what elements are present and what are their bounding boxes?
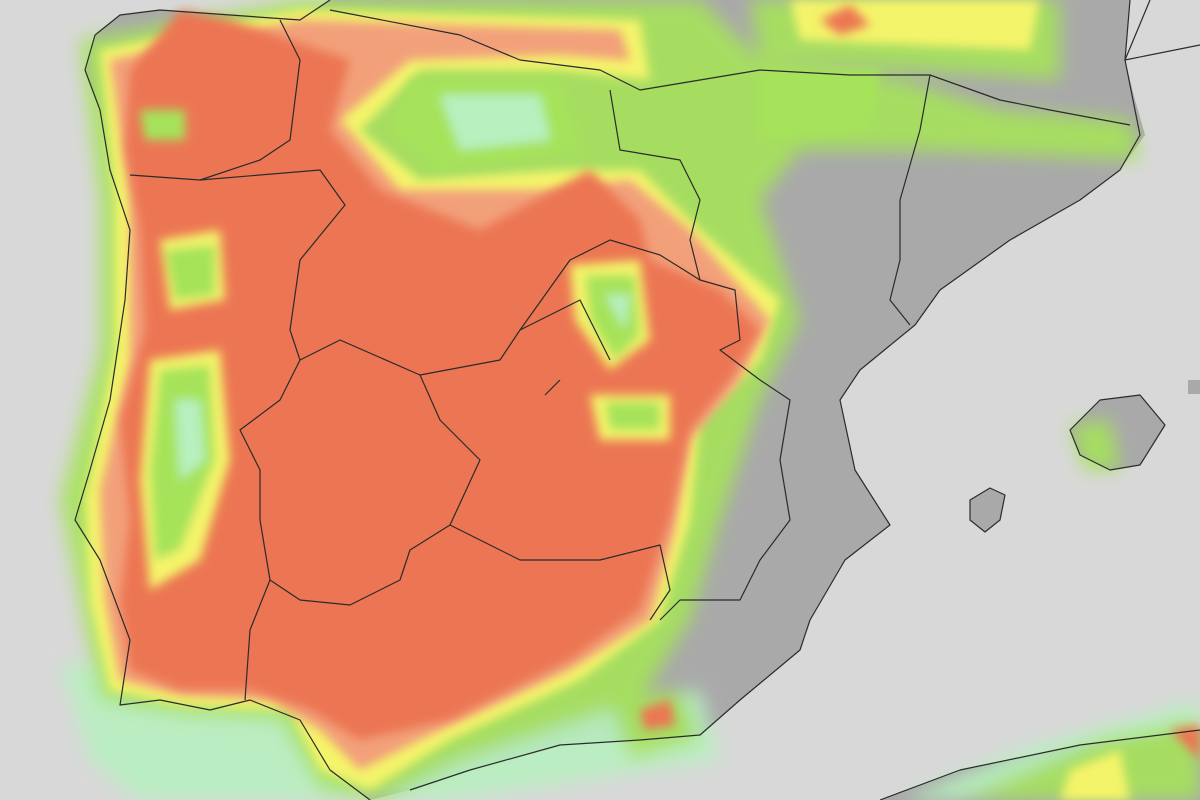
- heat-overlay: [60, 0, 1200, 800]
- borders: [74, 0, 1200, 800]
